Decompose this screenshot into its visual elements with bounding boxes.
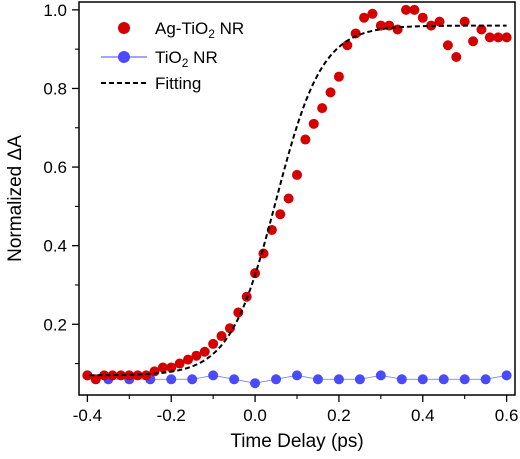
ag-tio2-point bbox=[342, 40, 353, 51]
ag-tio2-point bbox=[224, 323, 235, 334]
ag-tio2-point bbox=[434, 16, 445, 27]
tio2-point bbox=[375, 370, 386, 381]
tio2-point bbox=[187, 374, 198, 385]
ag-tio2-point bbox=[442, 40, 453, 51]
x-tick-label: 0.2 bbox=[327, 406, 351, 425]
ag-tio2-point bbox=[501, 32, 512, 43]
tio2-point bbox=[312, 374, 323, 385]
fit-curve bbox=[89, 24, 507, 377]
ag-tio2-point bbox=[409, 4, 420, 15]
legend-label: TiO2 NR bbox=[155, 48, 218, 70]
ag-tio2-point bbox=[333, 71, 344, 82]
ag-tio2-point bbox=[283, 193, 294, 204]
ag-tio2-point bbox=[115, 370, 126, 381]
ag-tio2-point bbox=[493, 32, 504, 43]
x-tick-label: 0.0 bbox=[243, 406, 267, 425]
ag-tio2-point bbox=[484, 32, 495, 43]
tio2-point bbox=[354, 374, 365, 385]
ag-tio2-point bbox=[325, 87, 336, 98]
ag-tio2-point bbox=[300, 134, 311, 145]
plot-area bbox=[82, 4, 512, 389]
tio2-point bbox=[166, 374, 177, 385]
legend: Ag-TiO2 NR TiO2 NR Fitting bbox=[101, 19, 244, 93]
tio2-point bbox=[417, 374, 428, 385]
ag-tio2-point bbox=[275, 209, 286, 220]
x-tick-label: 0.6 bbox=[495, 406, 519, 425]
ag-tio2-point bbox=[183, 354, 193, 365]
ag-tio2-point bbox=[258, 248, 269, 259]
ag-tio2-point bbox=[451, 52, 462, 63]
ag-tio2-point bbox=[350, 28, 361, 39]
legend-label: Ag-TiO2 NR bbox=[155, 19, 244, 41]
y-tick-label: 1.0 bbox=[43, 1, 67, 20]
tio2-point bbox=[459, 374, 470, 385]
ag-tio2-point bbox=[468, 36, 479, 47]
ag-tio2-point bbox=[359, 12, 370, 23]
ag-tio2-point bbox=[417, 12, 428, 23]
ag-tio2-point bbox=[308, 118, 319, 129]
plot-frame bbox=[78, 1, 516, 396]
y-tick-label: 0.8 bbox=[43, 79, 67, 98]
legend-label: Fitting bbox=[155, 74, 201, 93]
ag-tio2-point bbox=[90, 374, 101, 385]
y-axis-label: Normalized ΔA bbox=[5, 135, 26, 262]
ag-tio2-point bbox=[99, 370, 110, 381]
ag-tio2-point bbox=[292, 169, 302, 180]
x-tick-label: 0.4 bbox=[411, 406, 435, 425]
ag-tio2-point bbox=[199, 346, 210, 357]
axis-ticks: -0.4 -0.2 0.0 0.2 0.4 0.6 0.2 0.4 0.6 0.8 1.0 bbox=[43, 1, 518, 425]
tio2-point bbox=[250, 378, 261, 389]
tio2-point bbox=[501, 370, 512, 381]
x-tick-label: -0.2 bbox=[157, 406, 186, 425]
ag-tio2-point bbox=[401, 4, 411, 15]
ag-tio2-point bbox=[174, 358, 185, 369]
ag-tio2-point bbox=[124, 370, 135, 381]
tio2-point bbox=[438, 374, 449, 385]
ag-tio2-point bbox=[82, 370, 93, 381]
y-tick-label: 0.2 bbox=[43, 315, 67, 334]
x-axis-label: Time Delay (ps) bbox=[230, 431, 363, 452]
y-tick-label: 0.6 bbox=[43, 158, 67, 177]
ag-tio2-point bbox=[157, 362, 168, 373]
ag-tio2-point bbox=[317, 103, 328, 114]
tio2-point bbox=[229, 374, 240, 385]
x-tick-label: -0.4 bbox=[73, 406, 102, 425]
tio2-point bbox=[271, 374, 282, 385]
ag-tio2-point bbox=[459, 16, 470, 27]
ag-tio2-point bbox=[216, 331, 227, 342]
tio2-point bbox=[480, 374, 491, 385]
ag-tio2-point bbox=[476, 24, 487, 35]
ag-tio2-point bbox=[166, 362, 177, 373]
y-tick-label: 0.4 bbox=[43, 237, 67, 256]
ag-tio2-point bbox=[141, 370, 152, 381]
ag-tio2-point bbox=[107, 370, 118, 381]
legend-marker-ag-tio2 bbox=[118, 22, 130, 34]
ag-tio2-point bbox=[392, 24, 403, 35]
tio2-point bbox=[333, 374, 344, 385]
legend-marker-tio2 bbox=[118, 51, 130, 63]
tio2-point bbox=[208, 370, 219, 381]
ag-tio2-point bbox=[191, 350, 202, 361]
ag-tio2-point bbox=[208, 338, 219, 349]
tio2-point bbox=[292, 370, 302, 381]
ag-tio2-point bbox=[367, 8, 378, 19]
tio2-point bbox=[396, 374, 407, 385]
